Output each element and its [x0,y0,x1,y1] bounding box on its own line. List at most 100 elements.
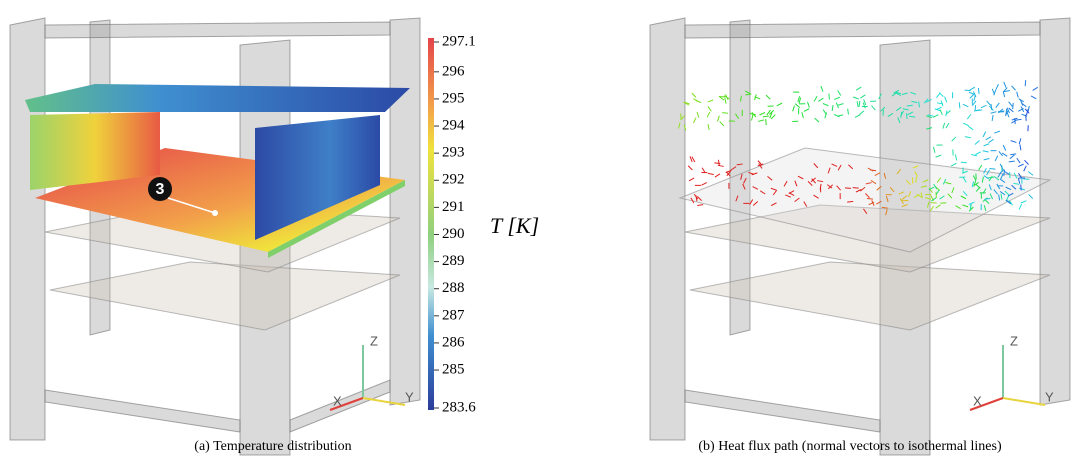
flux-vector [902,200,908,201]
caption: (b) Heat flux path (normal vectors to is… [698,439,1002,454]
frame-beam [45,390,240,432]
frame-beam [685,390,880,432]
axis-y [1003,398,1045,405]
flux-vector [814,96,817,101]
flux-vector [751,115,753,121]
flux-vector [766,95,770,99]
flux-vector [758,120,764,122]
flux-vector [720,121,724,125]
flux-vector [968,126,973,130]
colorbar-tick-label: 295 [442,90,465,106]
flux-vector [951,163,956,166]
flux-vector [1019,204,1022,209]
flux-vector [708,173,714,174]
flux-vector [978,88,979,94]
colorbar-tick-label: 286 [442,334,465,350]
flux-vector [857,101,858,107]
colorbar-gradient [428,38,434,410]
flux-vector [804,109,809,112]
frame-beam [685,22,1040,38]
flux-vector [965,137,971,138]
flux-vector [955,155,956,161]
flux-vector [871,106,875,111]
frame-beam [45,22,390,38]
flux-vector [1028,172,1033,176]
flux-vector [991,112,997,114]
flux-vector [945,97,947,103]
flux-vector [717,116,719,122]
flux-vector [1010,155,1015,159]
colorbar-tick-label: 288 [442,280,465,296]
flux-vector [715,174,720,177]
flux-vector [933,115,938,118]
top-board [25,84,410,112]
flux-vector [1024,166,1027,171]
flux-vector [771,115,775,119]
flux-vector [1029,194,1033,198]
flux-vector [1017,158,1020,163]
flux-vector [688,166,692,170]
flux-vector [992,115,993,121]
frame-pillar [650,18,685,440]
flux-vector [1021,201,1027,203]
axis-label: X [333,393,342,408]
flux-vector [1013,103,1014,109]
flux-vector [859,101,860,107]
flux-vector [987,101,991,105]
flux-vector [681,113,682,119]
flux-vector [975,152,980,155]
flux-vector [1009,102,1013,107]
flux-vector [693,99,698,102]
flux-vector [795,104,800,108]
flux-vector [838,104,844,106]
flux-vector [1003,145,1005,150]
colorbar-tick-label: 287 [442,307,465,323]
flux-vector [940,109,942,114]
flux-vector [718,165,724,166]
flux-vector [832,105,833,111]
marker-dot [212,210,218,216]
flux-vector [708,124,709,130]
flux-vector [853,97,859,99]
flux-vector [701,183,706,186]
flux-vector [963,123,968,126]
flux-vector [946,123,949,128]
flux-vector [689,178,694,181]
flux-vector [1010,154,1016,155]
axis-label: X [973,393,982,408]
flux-vector [936,155,942,157]
colorbar-tick-label: 291 [442,199,465,215]
flux-vector [802,112,804,118]
flux-vector [708,106,711,111]
colorbar: T [K] 283.628528628728828929029129229329… [428,33,539,415]
flux-vector [1012,86,1016,90]
flux-vector [989,139,994,142]
flux-vector [996,84,999,89]
flux-vector [1018,164,1023,166]
flux-vector [983,132,986,137]
flux-vector [986,137,991,140]
flux-vector [694,118,696,123]
axis-label: Y [1045,389,1054,404]
colorbar-tick-label: 290 [442,226,465,242]
colorbar-tick-label: 292 [442,172,465,188]
flux-vector [697,205,703,206]
axis-label: Z [370,333,378,348]
flux-vector [1009,161,1015,162]
flux-vector [936,107,941,110]
colorbar-tick-label: 294 [442,117,465,133]
flux-vector [759,112,764,115]
flux-vector [988,177,994,178]
flux-vector [697,112,699,118]
flux-vector [860,95,865,98]
flux-vector [970,87,975,90]
flux-vector [722,113,728,114]
panel-b-render: Z X Y [650,18,1070,455]
flux-vector [967,114,971,119]
flux-vector [1020,144,1021,150]
flux-vector [829,94,830,100]
flux-vector [1002,153,1007,156]
flux-vector [972,101,976,106]
flux-vector [725,98,726,104]
